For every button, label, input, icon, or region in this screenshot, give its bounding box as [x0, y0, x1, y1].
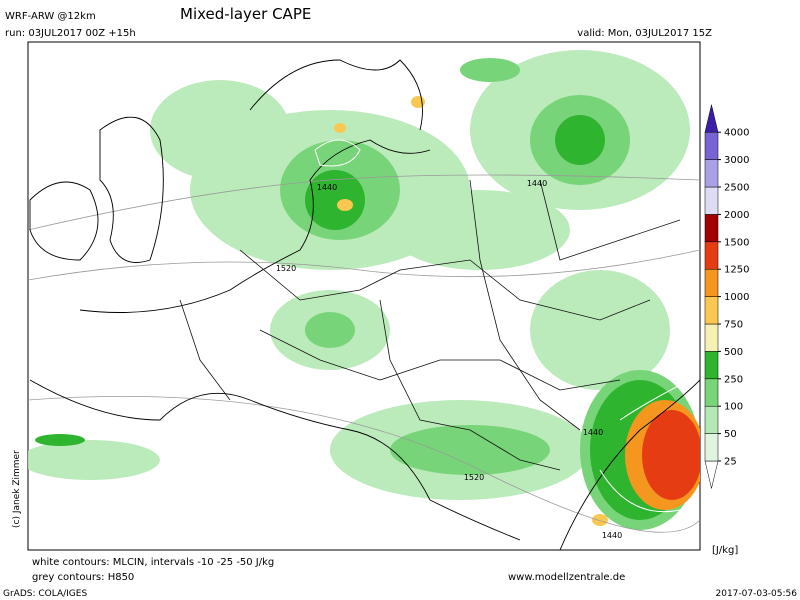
contour-label: 1520: [276, 264, 296, 273]
colorbar: 25 50 100 250 500 750 1000 1250 1500 2000 2500 3000…: [704, 104, 749, 489]
legend-swatch: [704, 159, 719, 188]
model-label: WRF-ARW @12km: [5, 11, 96, 22]
run-label: run: 03JUL2017 00Z +15h: [5, 28, 136, 39]
legend-swatch: [704, 131, 719, 160]
legend-label: 1000: [724, 292, 749, 303]
contour-label: 1440: [317, 183, 337, 192]
website: www.modellzentrale.de: [508, 572, 625, 583]
legend-label: 2000: [724, 210, 749, 221]
legend-label: 4000: [724, 128, 749, 139]
legend-swatch: [704, 296, 719, 325]
legend-label: 2500: [724, 183, 749, 194]
grads-credit: GrADS: COLA/IGES: [3, 589, 87, 599]
map: 1440 1440 1520 1440 1520 1440: [27, 41, 701, 551]
legend-swatch: [704, 351, 719, 380]
legend-label: 25: [724, 457, 737, 468]
legend-label: 250: [724, 374, 743, 385]
contour-label: 1440: [602, 531, 622, 540]
legend-swatch: [704, 460, 719, 489]
legend-label: 100: [724, 402, 743, 413]
legend-swatch: [704, 268, 719, 297]
legend-label: 3000: [724, 155, 749, 166]
legend-swatch: [704, 405, 719, 434]
contour-label: 1440: [583, 428, 603, 437]
legend-unit: [J/kg]: [712, 545, 738, 556]
map-title: Mixed-layer CAPE: [180, 5, 311, 23]
valid-label: valid: Mon, 03JUL2017 15Z: [577, 28, 712, 39]
legend-label: 50: [724, 429, 737, 440]
legend-swatch: [704, 241, 719, 270]
legend-label: 1500: [724, 237, 749, 248]
legend-label: 500: [724, 347, 743, 358]
contour-label: 1520: [464, 473, 484, 482]
legend-label: 1250: [724, 265, 749, 276]
legend-swatch: [704, 433, 719, 462]
legend-swatch: [704, 323, 719, 352]
legend-swatch: [704, 214, 719, 243]
contour-label: 1440: [527, 179, 547, 188]
timestamp: 2017-07-03-05:56: [716, 589, 798, 599]
map-fields: [28, 50, 700, 550]
legend-swatch: [704, 186, 719, 215]
h850-note: grey contours: H850: [32, 572, 134, 583]
copyright: (c) Janek Zimmer: [12, 450, 22, 528]
cin-note: white contours: MLCIN, intervals -10 -25…: [32, 557, 274, 568]
legend-swatch: [704, 378, 719, 407]
legend-swatch: [704, 104, 719, 133]
legend-label: 750: [724, 320, 743, 331]
